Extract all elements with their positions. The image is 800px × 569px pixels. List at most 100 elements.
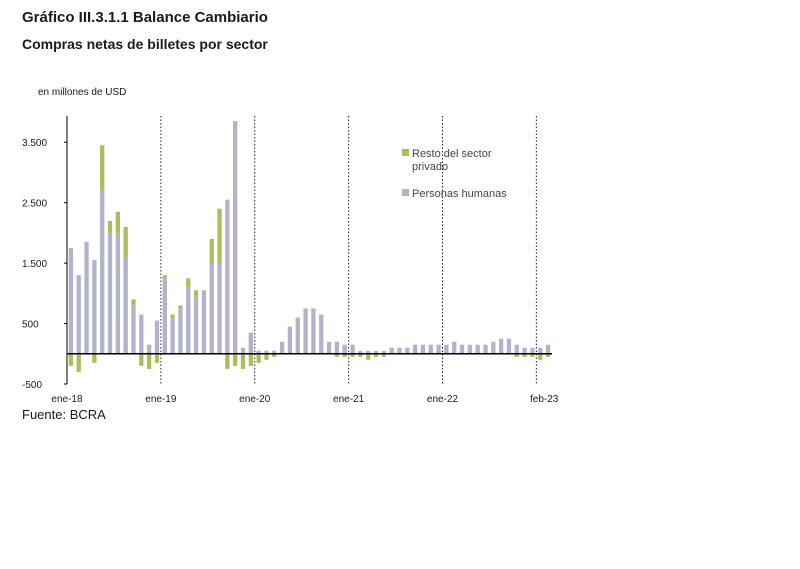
bar-privado <box>100 145 105 191</box>
legend-swatch-personas <box>402 189 409 196</box>
bar-personas <box>295 317 300 354</box>
bar-privado <box>209 238 214 264</box>
bar-personas <box>225 199 230 354</box>
x-tick-label: ene-22 <box>427 394 459 405</box>
bar-personas <box>233 121 238 354</box>
bar-privado <box>272 353 277 357</box>
bar-personas <box>303 308 308 354</box>
bar-privado <box>217 208 222 264</box>
bar-personas <box>186 287 191 354</box>
bar-privado <box>366 353 371 360</box>
bar-personas <box>506 338 512 354</box>
bar-personas <box>193 296 199 354</box>
bar-personas <box>342 344 347 354</box>
y-tick-label: 1.500 <box>22 259 47 270</box>
bar-personas <box>123 257 128 354</box>
bar-personas <box>514 344 519 354</box>
bar-privado <box>350 353 355 357</box>
x-tick-label: ene-21 <box>333 394 365 405</box>
bar-privado <box>522 353 527 357</box>
bar-personas <box>319 314 324 354</box>
legend-label-privado: Resto del sector privado <box>412 148 495 173</box>
bar-personas <box>76 275 81 354</box>
bar-privado <box>256 353 261 363</box>
bar-personas <box>373 350 379 354</box>
y-tick-label: -500 <box>22 380 42 391</box>
bar-personas <box>405 347 410 354</box>
bar-privado <box>381 353 386 357</box>
bar-personas <box>84 241 89 354</box>
bar-personas <box>491 341 496 354</box>
bar-personas <box>209 263 214 354</box>
bar-personas <box>68 248 74 354</box>
bar-personas <box>334 341 340 354</box>
bar-privado <box>139 353 144 366</box>
bar-privado <box>514 353 519 357</box>
bar-personas <box>107 232 113 354</box>
bar-personas <box>201 290 207 354</box>
bar-privado <box>530 353 535 357</box>
bar-personas <box>162 278 167 354</box>
bar-personas <box>452 341 457 354</box>
bar-privado <box>186 278 191 288</box>
x-tick-label: ene-20 <box>239 394 271 405</box>
legend-swatch-privado <box>402 149 409 156</box>
bar-personas <box>326 341 332 354</box>
bar-personas <box>256 350 261 354</box>
bar-personas <box>412 344 418 354</box>
bar-privado <box>178 305 183 309</box>
bar-personas <box>522 347 527 354</box>
legend-label-personas: Personas humanas <box>412 188 507 200</box>
bar-personas <box>475 344 480 354</box>
bar-privado <box>193 290 199 297</box>
bar-privado <box>240 353 246 369</box>
x-tick-label: ene-19 <box>145 394 177 405</box>
bar-privado <box>373 353 379 357</box>
chart-legend: Resto del sector privado Personas humana… <box>402 148 507 200</box>
bar-privado <box>131 299 136 306</box>
bar-privado <box>334 353 340 357</box>
bar-privado <box>545 353 551 357</box>
bar-personas <box>100 190 105 354</box>
bar-personas <box>444 344 449 354</box>
chart-subtitle: Compras netas de billetes por sector <box>22 36 268 52</box>
bar-personas <box>483 344 488 354</box>
bar-personas <box>154 320 160 354</box>
bar-personas <box>248 332 253 354</box>
bar-personas <box>530 347 535 354</box>
bar-personas <box>115 232 120 354</box>
bar-personas <box>428 344 433 354</box>
bar-personas <box>139 314 144 354</box>
bar-personas <box>131 305 136 354</box>
bar-privado <box>154 353 160 363</box>
bar-personas <box>545 344 551 354</box>
y-tick-label: 3.500 <box>22 138 47 149</box>
bar-privado <box>342 353 347 357</box>
bar-privado <box>76 353 81 372</box>
bar-privado <box>538 353 543 360</box>
bar-personas <box>264 350 269 354</box>
bar-personas <box>459 344 465 354</box>
bar-privado <box>107 220 113 233</box>
bar-personas <box>311 308 316 354</box>
y-axis-unit-label: en millones de USD <box>38 87 127 98</box>
bar-personas <box>287 326 293 354</box>
bar-privado <box>92 353 97 363</box>
bar-personas <box>272 350 277 354</box>
bar-personas <box>467 344 473 354</box>
bar-privado <box>248 353 253 366</box>
bar-privado <box>358 353 363 357</box>
source-note: Fuente: BCRA <box>22 407 106 422</box>
bar-personas <box>240 347 246 354</box>
bar-personas <box>92 260 97 354</box>
bar-personas <box>538 347 543 354</box>
bar-personas <box>350 344 355 354</box>
bar-personas <box>217 263 222 354</box>
bar-personas <box>389 347 394 354</box>
bar-privado <box>123 226 128 258</box>
bar-personas <box>397 347 402 354</box>
y-tick-label: 500 <box>22 320 39 331</box>
x-tick-label: feb-23 <box>530 394 559 405</box>
chart-title: Gráfico III.3.1.1 Balance Cambiario <box>22 9 268 26</box>
